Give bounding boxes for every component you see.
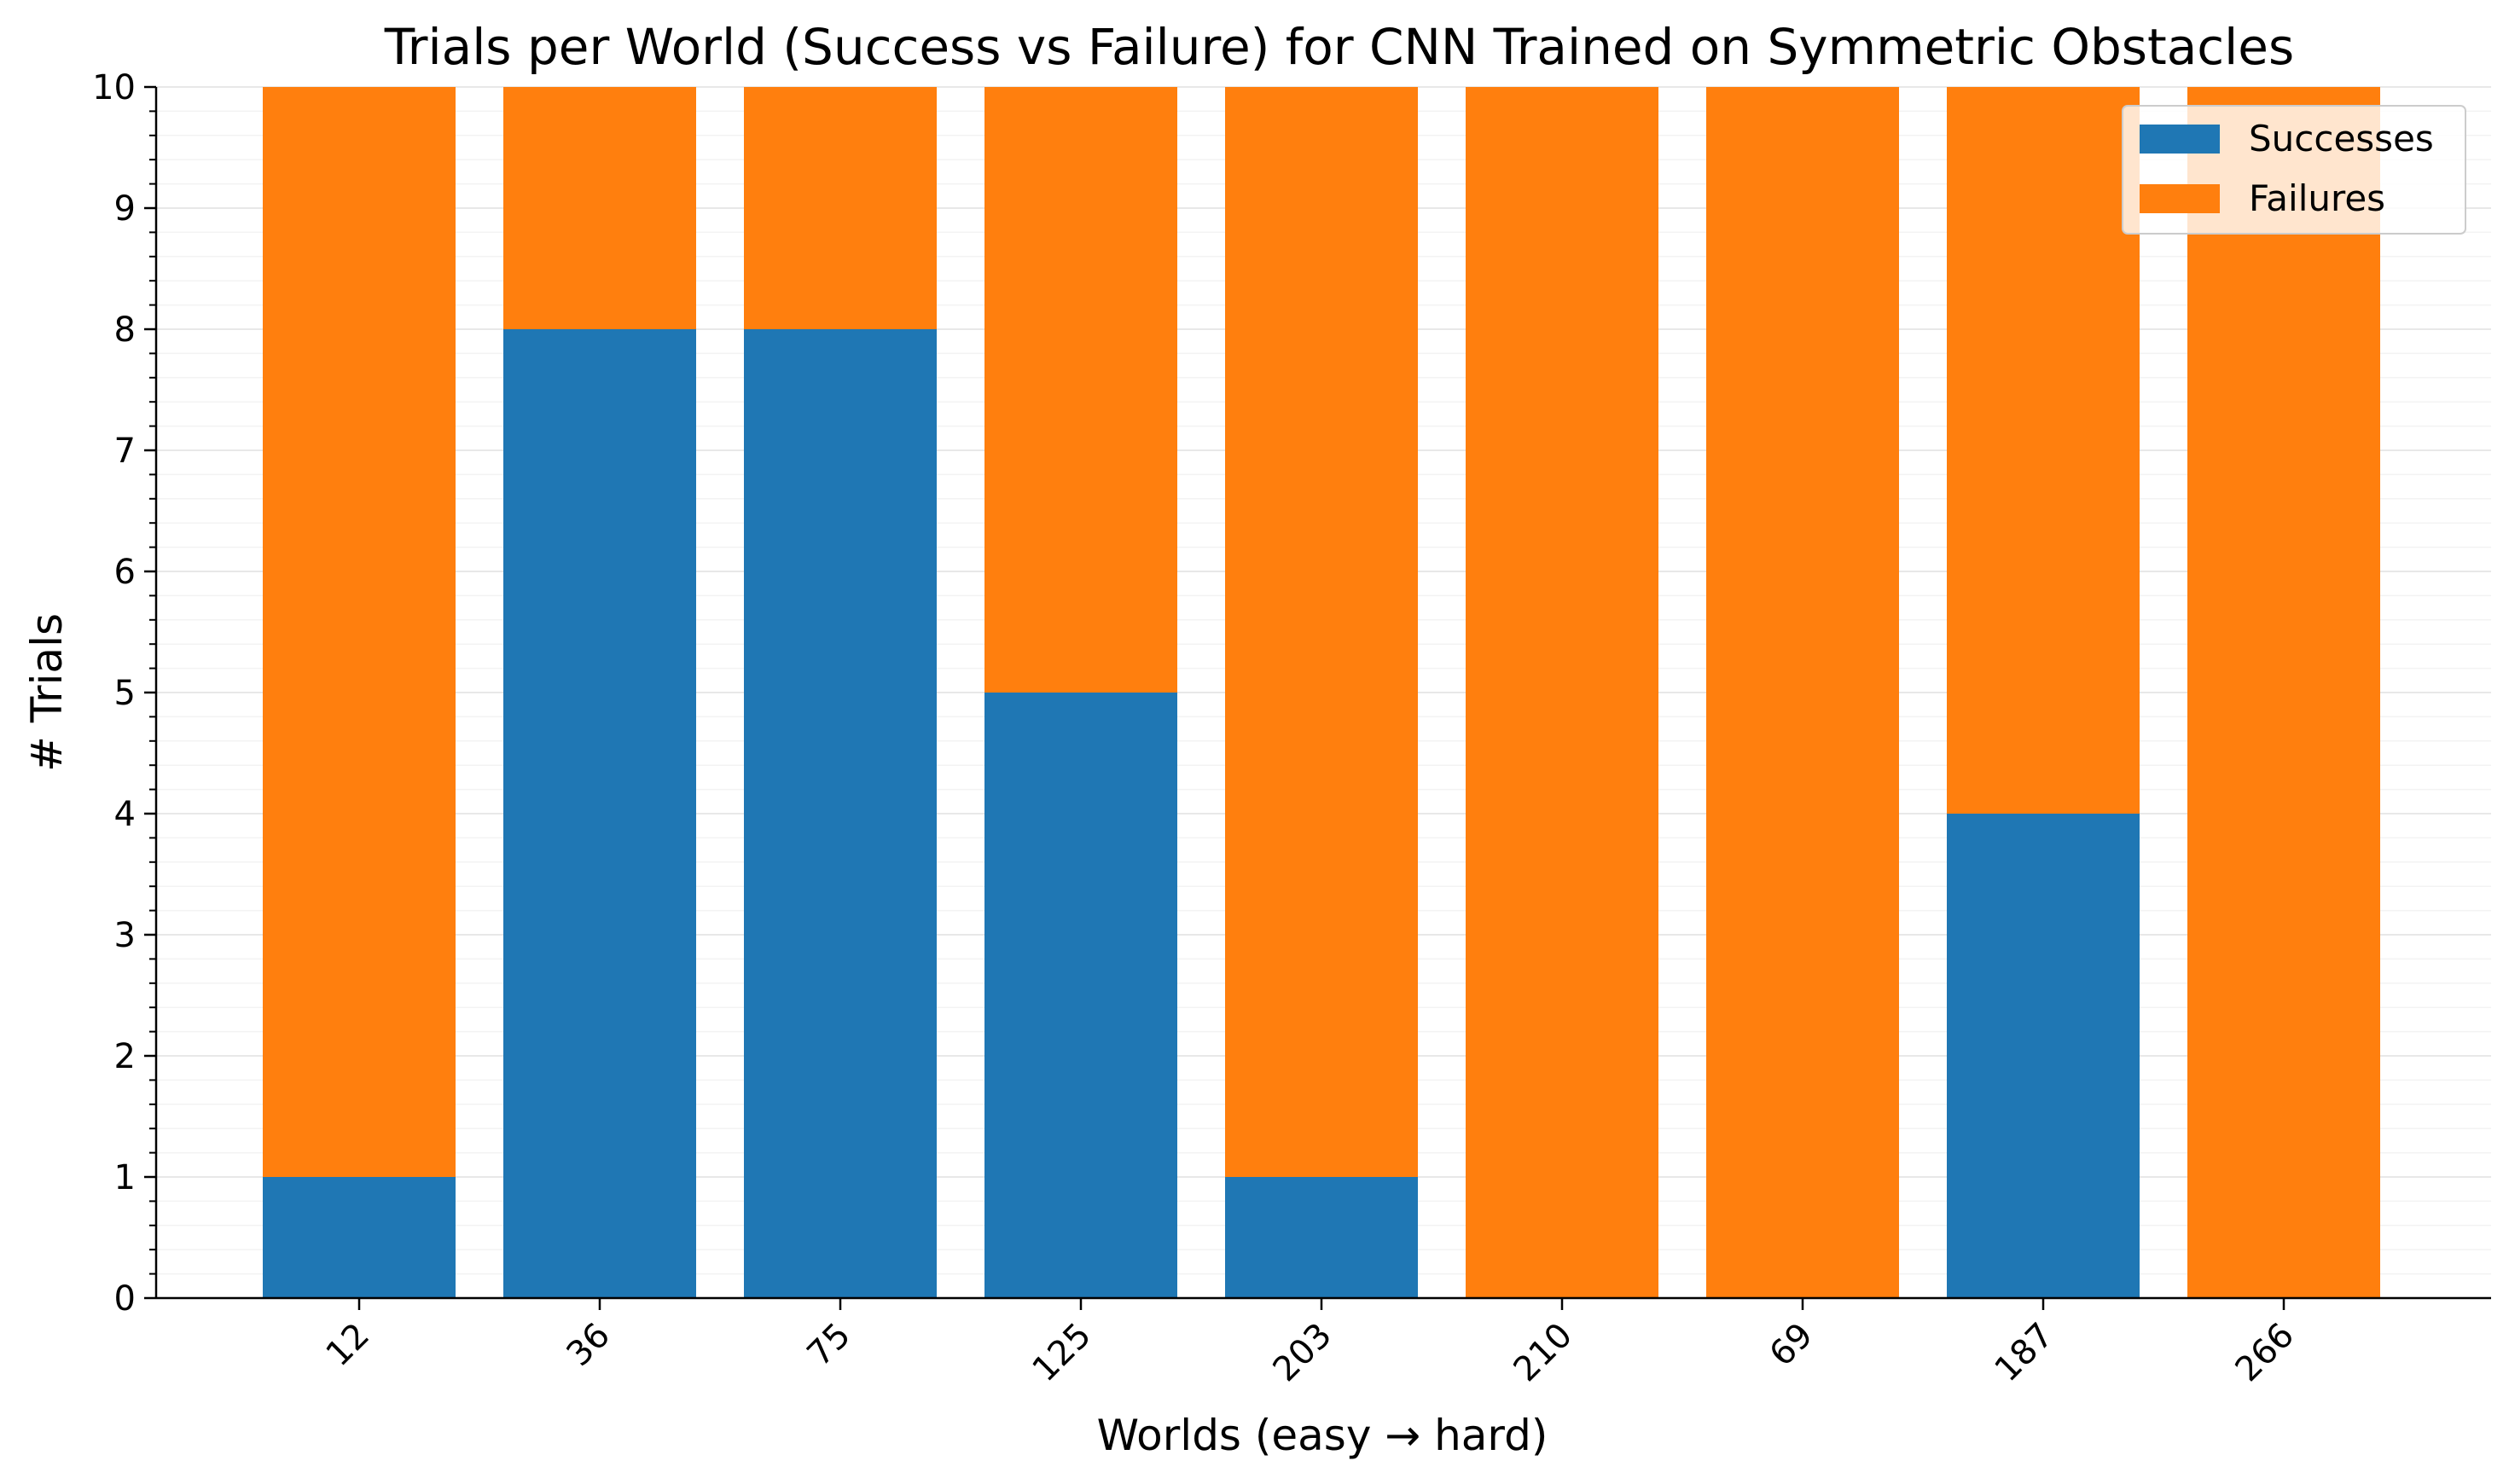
- x-tick-label: 69: [1763, 1316, 1821, 1375]
- y-tick-label: 3: [114, 916, 136, 955]
- bar-failures-36: [503, 87, 696, 329]
- legend-swatch-successes: [2140, 125, 2220, 154]
- x-tick-label: 36: [560, 1316, 619, 1375]
- bar-failures-12: [263, 87, 456, 1177]
- bar-successes-187: [1947, 814, 2140, 1298]
- y-tick-label: 8: [114, 310, 136, 350]
- x-tick-label: 203: [1266, 1316, 1340, 1390]
- x-tick-label: 75: [800, 1316, 859, 1375]
- bar-failures-187: [1947, 87, 2140, 814]
- x-tick-label: 210: [1507, 1316, 1581, 1390]
- legend-swatch-failures: [2140, 184, 2220, 213]
- chart-title: Trials per World (Success vs Failure) fo…: [384, 18, 2294, 76]
- y-tick-label: 1: [114, 1158, 136, 1197]
- bar-failures-210: [1466, 87, 1658, 1298]
- x-axis-label: Worlds (easy → hard): [1097, 1411, 1548, 1460]
- x-tick-label: 266: [2228, 1316, 2303, 1390]
- legend-label-failures: Failures: [2249, 177, 2385, 219]
- bar-successes-125: [984, 693, 1177, 1298]
- bar-failures-266: [2187, 87, 2380, 1298]
- y-tick-label: 2: [114, 1037, 136, 1076]
- y-tick-label: 9: [114, 189, 136, 229]
- y-tick-label: 5: [114, 674, 136, 713]
- y-tick-label: 7: [114, 432, 136, 471]
- y-axis-label: # Trials: [22, 613, 72, 772]
- bar-failures-125: [984, 87, 1177, 693]
- y-tick-label: 0: [114, 1279, 136, 1319]
- bar-successes-36: [503, 329, 696, 1298]
- bar-successes-203: [1225, 1177, 1418, 1298]
- y-tick-label: 10: [92, 68, 136, 107]
- x-tick-label: 125: [1025, 1316, 1100, 1390]
- bar-failures-203: [1225, 87, 1418, 1177]
- x-tick-label: 12: [319, 1316, 378, 1375]
- legend-label-successes: Successes: [2249, 118, 2434, 159]
- bar-failures-75: [744, 87, 937, 329]
- legend: Successes Failures: [2122, 105, 2466, 235]
- y-tick-label: 4: [114, 795, 136, 834]
- bars: [263, 87, 2380, 1298]
- bar-successes-12: [263, 1177, 456, 1298]
- x-tick-label: 187: [1988, 1316, 2062, 1390]
- bar-successes-75: [744, 329, 937, 1298]
- y-tick-label: 6: [114, 553, 136, 592]
- bar-failures-69: [1706, 87, 1899, 1298]
